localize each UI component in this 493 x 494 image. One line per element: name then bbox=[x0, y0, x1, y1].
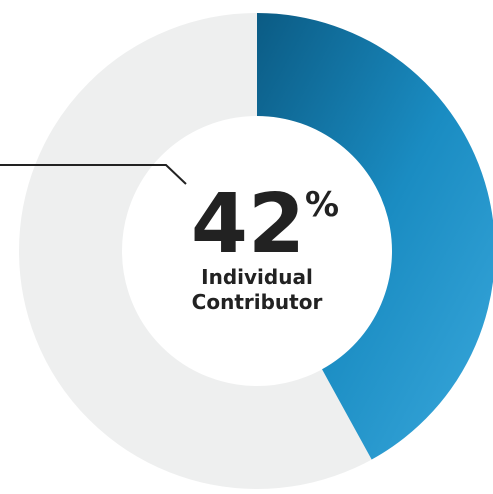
leader-line bbox=[0, 164, 187, 185]
value-label: 42% bbox=[191, 177, 339, 272]
donut-segment bbox=[257, 13, 493, 460]
category-label: Individual Contributor bbox=[192, 265, 323, 314]
